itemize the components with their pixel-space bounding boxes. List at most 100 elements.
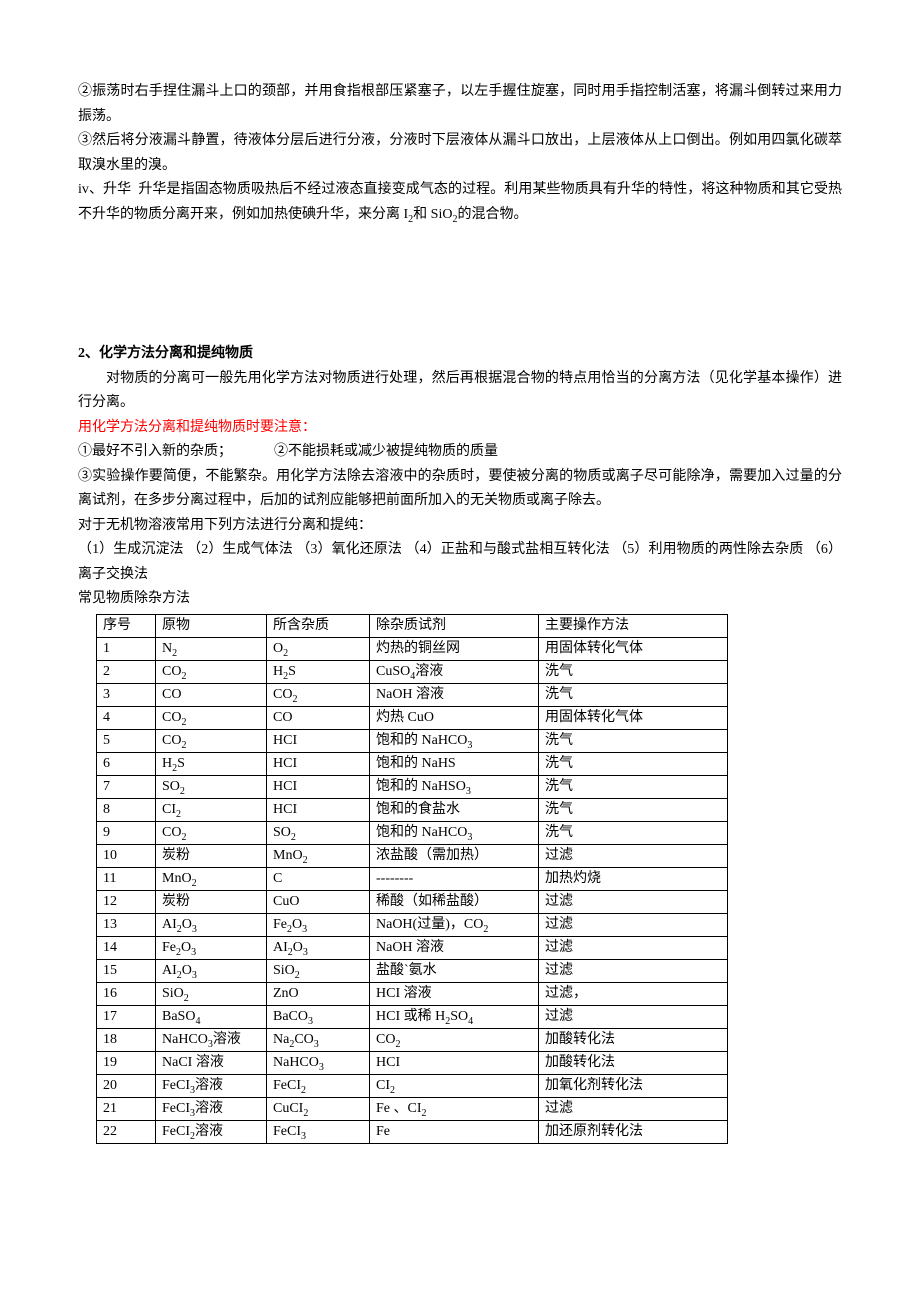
table-cell: 20 — [97, 1074, 156, 1097]
table-cell: 过滤 — [539, 913, 728, 936]
table-cell: 过滤， — [539, 982, 728, 1005]
table-cell: FeCI3溶液 — [156, 1097, 267, 1120]
table-cell: 洗气 — [539, 683, 728, 706]
paragraph-3: iv、升华 升华是指固态物质吸热后不经过液态直接变成气态的过程。利用某些物质具有… — [78, 178, 842, 227]
text-iv-label: iv、升华 — [78, 182, 131, 197]
table-cell: SiO2 — [267, 959, 370, 982]
table-cell: 5 — [97, 729, 156, 752]
table-cell: 饱和的 NaHS — [370, 752, 539, 775]
table-row: 7SO2HCI饱和的 NaHSO3洗气 — [97, 775, 728, 798]
table-cell: 过滤 — [539, 1097, 728, 1120]
paragraph-4: 对物质的分离可一般先用化学方法对物质进行处理，然后再根据混合物的特点用恰当的分离… — [78, 367, 842, 416]
table-cell: 灼热 CuO — [370, 706, 539, 729]
table-cell: 洗气 — [539, 775, 728, 798]
table-cell: 用固体转化气体 — [539, 637, 728, 660]
table-cell: FeCI2溶液 — [156, 1120, 267, 1143]
table-cell: H2S — [267, 660, 370, 683]
table-cell: 8 — [97, 798, 156, 821]
table-cell: 9 — [97, 821, 156, 844]
table-cell: CO — [156, 683, 267, 706]
table-cell: 16 — [97, 982, 156, 1005]
table-cell: CO2 — [156, 729, 267, 752]
table-row: 9CO2SO2饱和的 NaHCO3洗气 — [97, 821, 728, 844]
table-cell: -------- — [370, 867, 539, 890]
table-cell: 13 — [97, 913, 156, 936]
paragraph-8: 对于无机物溶液常用下列方法进行分离和提纯： — [78, 514, 842, 539]
table-row: 4CO2CO灼热 CuO用固体转化气体 — [97, 706, 728, 729]
table-cell: AI2O3 — [156, 913, 267, 936]
table-cell: Fe2O3 — [267, 913, 370, 936]
table-row: 11MnO2C--------加热灼烧 — [97, 867, 728, 890]
table-cell: 炭粉 — [156, 890, 267, 913]
table-cell: CI2 — [370, 1074, 539, 1097]
table-cell: FeCI3 — [267, 1120, 370, 1143]
table-cell: 10 — [97, 844, 156, 867]
table-cell: 饱和的食盐水 — [370, 798, 539, 821]
table-header-cell: 除杂质试剂 — [370, 614, 539, 637]
impurity-removal-table: 序号原物所含杂质除杂质试剂主要操作方法1N2O2灼热的铜丝网用固体转化气体2CO… — [96, 614, 728, 1144]
paragraph-2: ③然后将分液漏斗静置，待液体分层后进行分液，分液时下层液体从漏斗口放出，上层液体… — [78, 129, 842, 178]
table-cell: HCI 溶液 — [370, 982, 539, 1005]
table-cell: NaHCO3 — [267, 1051, 370, 1074]
table-row: 13AI2O3Fe2O3NaOH(过量)，CO2过滤 — [97, 913, 728, 936]
text-iv-body2: 和 SiO — [413, 207, 452, 222]
table-cell: 洗气 — [539, 798, 728, 821]
table-cell: 18 — [97, 1028, 156, 1051]
table-cell: 6 — [97, 752, 156, 775]
table-cell: CO — [267, 706, 370, 729]
table-cell: 21 — [97, 1097, 156, 1120]
table-cell: 2 — [97, 660, 156, 683]
table-cell: 过滤 — [539, 1005, 728, 1028]
table-cell: BaCO3 — [267, 1005, 370, 1028]
table-cell: Fe2O3 — [156, 936, 267, 959]
table-cell: 过滤 — [539, 844, 728, 867]
table-row: 5CO2HCI饱和的 NaHCO3洗气 — [97, 729, 728, 752]
table-cell: NaCI 溶液 — [156, 1051, 267, 1074]
paragraph-7: ③实验操作要简便，不能繁杂。用化学方法除去溶液中的杂质时，要使被分离的物质或离子… — [78, 465, 842, 514]
text-6b: ②不能损耗或减少被提纯物质的质量 — [274, 444, 498, 459]
paragraph-1: ②振荡时右手捏住漏斗上口的颈部，并用食指根部压紧塞子，以左手握住旋塞，同时用手指… — [78, 80, 842, 129]
table-cell: 过滤 — [539, 936, 728, 959]
table-cell: 17 — [97, 1005, 156, 1028]
table-cell: 洗气 — [539, 729, 728, 752]
blank-space — [78, 227, 842, 342]
table-cell: 11 — [97, 867, 156, 890]
table-cell: MnO2 — [267, 844, 370, 867]
table-cell: NaOH 溶液 — [370, 936, 539, 959]
text-6a: ①最好不引入新的杂质； — [78, 444, 232, 459]
table-cell: 3 — [97, 683, 156, 706]
table-cell: 过滤 — [539, 959, 728, 982]
table-cell: 用固体转化气体 — [539, 706, 728, 729]
table-cell: 稀酸（如稀盐酸） — [370, 890, 539, 913]
table-header-row: 序号原物所含杂质除杂质试剂主要操作方法 — [97, 614, 728, 637]
table-row: 17BaSO4BaCO3HCI 或稀 H2SO4过滤 — [97, 1005, 728, 1028]
table-cell: MnO2 — [156, 867, 267, 890]
table-cell: FeCI2 — [267, 1074, 370, 1097]
table-cell: CO2 — [156, 706, 267, 729]
table-cell: CO2 — [156, 821, 267, 844]
table-header-cell: 主要操作方法 — [539, 614, 728, 637]
table-row: 16SiO2ZnOHCI 溶液过滤， — [97, 982, 728, 1005]
table-row: 20FeCI3溶液FeCI2CI2加氧化剂转化法 — [97, 1074, 728, 1097]
table-row: 3COCO2NaOH 溶液洗气 — [97, 683, 728, 706]
table-row: 10炭粉MnO2浓盐酸（需加热）过滤 — [97, 844, 728, 867]
table-cell: 饱和的 NaHSO3 — [370, 775, 539, 798]
table-cell: CuCI2 — [267, 1097, 370, 1120]
table-cell: 7 — [97, 775, 156, 798]
table-cell: 饱和的 NaHCO3 — [370, 821, 539, 844]
table-cell: 加酸转化法 — [539, 1051, 728, 1074]
table-cell: HCI — [267, 775, 370, 798]
table-cell: CO2 — [370, 1028, 539, 1051]
table-row: 1N2O2灼热的铜丝网用固体转化气体 — [97, 637, 728, 660]
table-cell: 4 — [97, 706, 156, 729]
table-cell: CO2 — [156, 660, 267, 683]
table-row: 19NaCI 溶液NaHCO3HCI加酸转化法 — [97, 1051, 728, 1074]
table-row: 14Fe2O3AI2O3NaOH 溶液过滤 — [97, 936, 728, 959]
table-cell: 加热灼烧 — [539, 867, 728, 890]
table-cell: 饱和的 NaHCO3 — [370, 729, 539, 752]
table-cell: 加酸转化法 — [539, 1028, 728, 1051]
paragraph-10: 常见物质除杂方法 — [78, 587, 842, 612]
table-header-cell: 原物 — [156, 614, 267, 637]
table-row: 2CO2H2SCuSO4溶液洗气 — [97, 660, 728, 683]
table-cell: 19 — [97, 1051, 156, 1074]
